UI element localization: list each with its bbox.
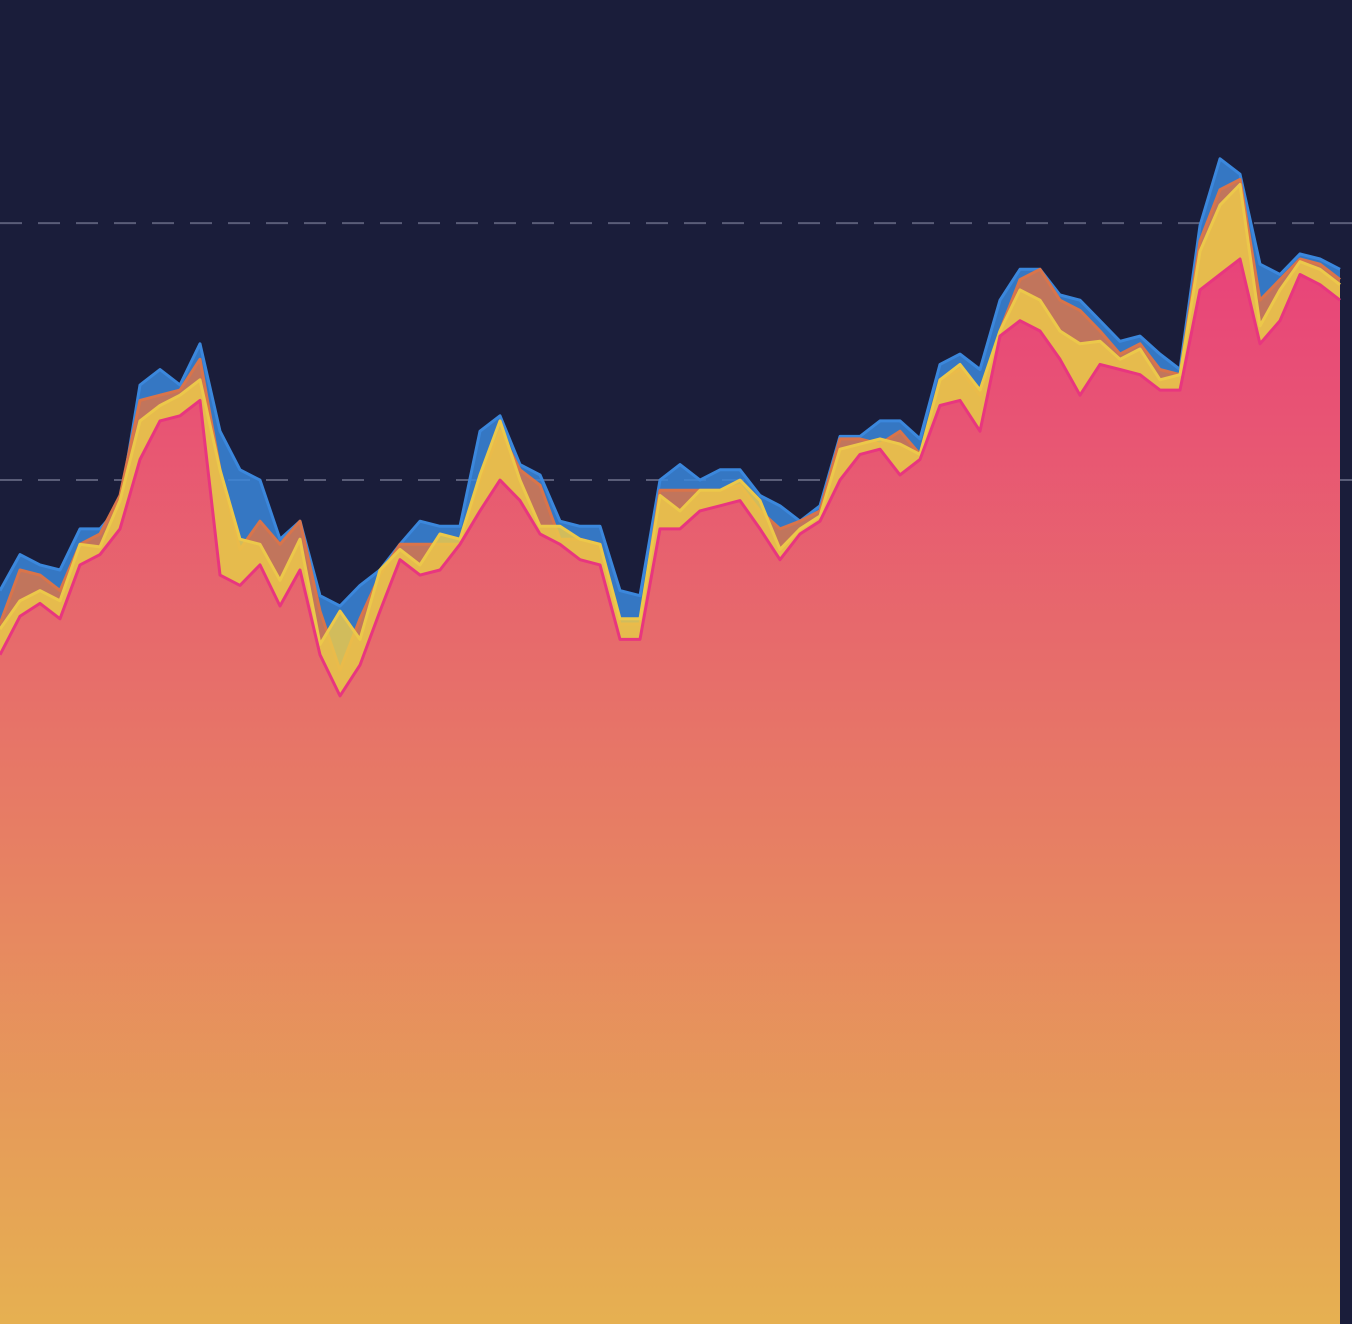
- line: [0, 257, 1341, 698]
- line: [0, 183, 1341, 646]
- area: [0, 259, 1340, 1324]
- line: [0, 157, 1341, 608]
